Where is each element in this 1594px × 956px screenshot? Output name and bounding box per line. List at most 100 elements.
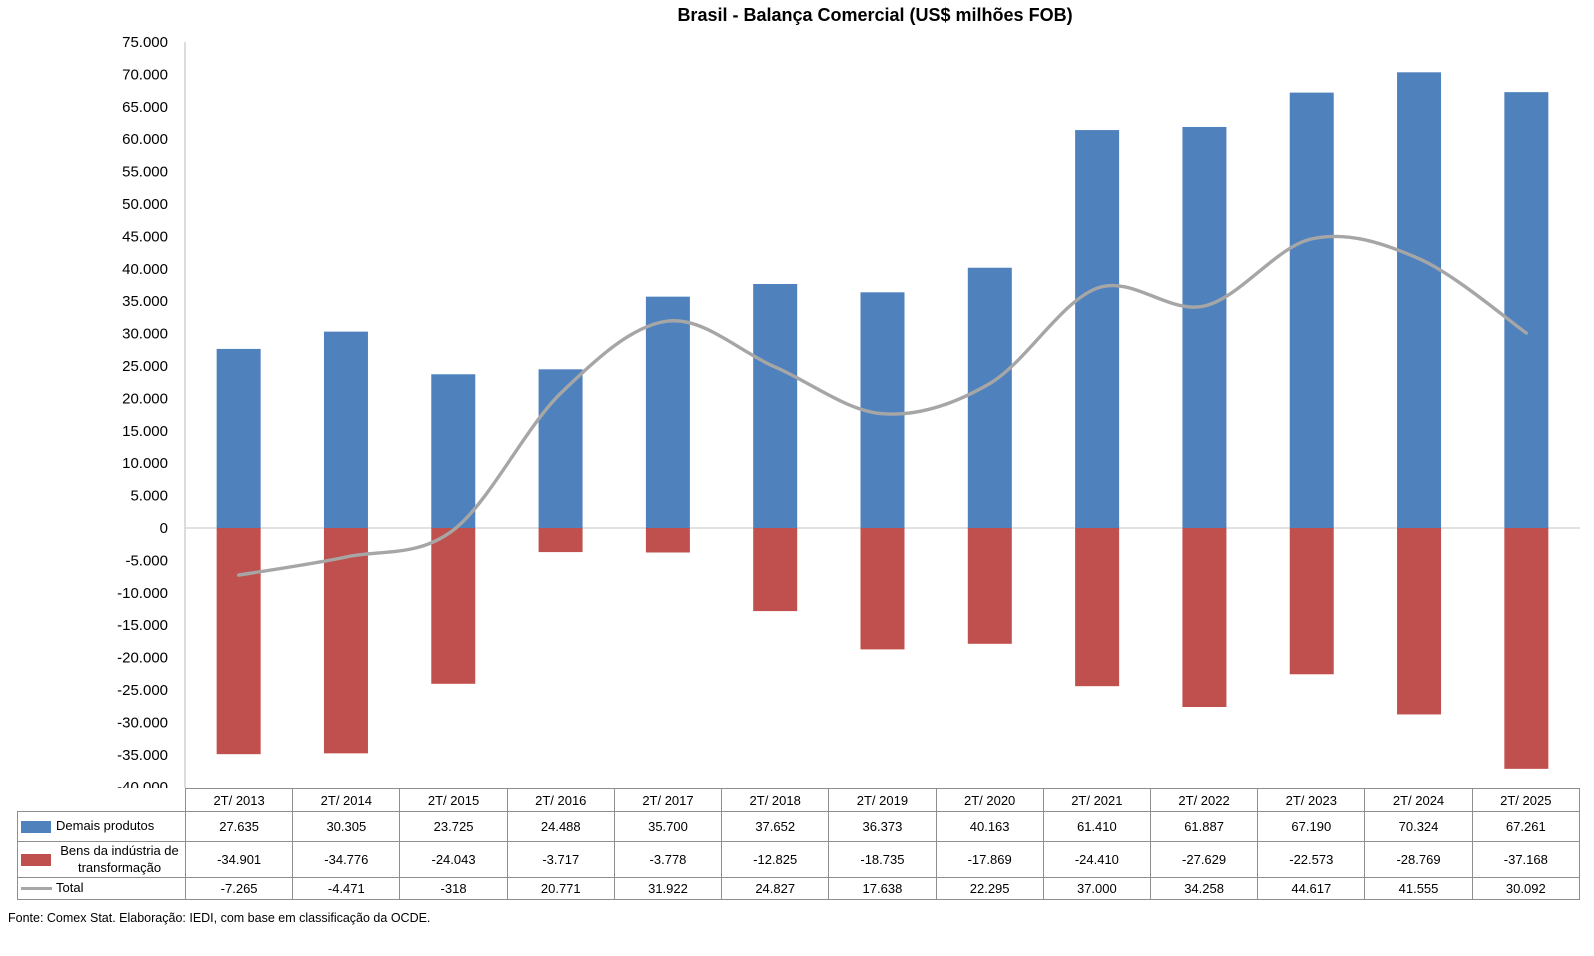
bar-bens-industria-transformacao [860, 528, 905, 650]
y-axis-label: 30.000 [122, 326, 168, 343]
bar-bens-industria-transformacao [323, 528, 368, 754]
table-cell: -24.043 [399, 841, 508, 878]
table-cell: 35.700 [613, 811, 723, 842]
y-axis-label: 5.000 [130, 488, 168, 505]
legend-swatch-line [21, 887, 52, 890]
chart-data-table: 2T/ 2013 2T/ 2014 2T/ 2015 2T/ 2016 2T/ 2017… [17, 788, 1581, 900]
bar-demais-produtos [1182, 126, 1227, 529]
bar-bens-industria-transformacao [431, 528, 476, 684]
chart-title: Brasil - Balança Comercial (US$ milhões … [677, 5, 1073, 25]
table-cell: -4.471 [292, 877, 401, 900]
y-axis-label: 55.000 [122, 164, 168, 181]
y-axis-label: -35.000 [117, 747, 168, 764]
legend-swatch-bar [21, 853, 51, 866]
bar-demais-produtos [216, 348, 261, 528]
legend-row-bens-industria: Bens da indústria de transformação [17, 841, 186, 878]
y-axis-label: 50.000 [122, 196, 168, 213]
y-axis-label: 70.000 [122, 66, 168, 83]
bar-demais-produtos [1397, 72, 1442, 529]
table-header-cell: 2T/ 2016 [506, 788, 615, 812]
table-row: Total -7.265 -4.471 -318 20.771 31.922 24.827 1… [17, 877, 1581, 900]
table-header-cell: 2T/ 2014 [292, 788, 401, 812]
bar-demais-produtos [753, 284, 798, 528]
y-axis-label: -30.000 [117, 714, 168, 731]
bar-demais-produtos [1289, 92, 1334, 529]
table-cell: 61.887 [1149, 811, 1259, 842]
legend-entry: Bens da indústria de transformação [20, 843, 183, 876]
table-header-cell: 2T/ 2021 [1042, 788, 1151, 812]
table-cell: -22.573 [1257, 841, 1366, 878]
table-cell: 24.827 [721, 877, 830, 900]
table-header-cell: 2T/ 2024 [1364, 788, 1473, 812]
bar-bens-industria-transformacao [1182, 528, 1227, 708]
table-cell: 37.652 [721, 811, 830, 842]
bar-bens-industria-transformacao [1289, 528, 1334, 675]
table-header-cell: 2T/ 2017 [613, 788, 723, 812]
table-cell: -37.168 [1471, 841, 1581, 878]
table-header-cell: 2T/ 2013 [184, 788, 294, 812]
table-cell: 37.000 [1042, 877, 1151, 900]
table-cell: -18.735 [828, 841, 937, 878]
y-axis-label: -40.000 [117, 779, 168, 788]
bar-bens-industria-transformacao [1075, 528, 1120, 687]
table-row: 2T/ 2013 2T/ 2014 2T/ 2015 2T/ 2016 2T/ 2017… [18, 788, 1581, 812]
table-cell: -34.901 [184, 841, 294, 878]
total-line [237, 234, 1528, 577]
y-axis-label: -20.000 [117, 650, 168, 667]
table-cell: -24.410 [1042, 841, 1151, 878]
table-cell: 31.922 [613, 877, 723, 900]
table-row: Demais produtos 27.635 30.305 23.725 24.488 3… [17, 811, 1581, 842]
legend-label: Bens da indústria de transformação [60, 842, 179, 875]
bar-bens-industria-transformacao [753, 528, 798, 612]
legend-entry: Demais produtos [20, 818, 183, 835]
y-axis-label: -10.000 [117, 585, 168, 602]
bar-bens-industria-transformacao [645, 528, 690, 553]
bar-bens-industria-transformacao [216, 528, 261, 755]
table-cell: -17.869 [935, 841, 1044, 878]
legend-label: Total [56, 880, 84, 896]
table-cell: 40.163 [935, 811, 1044, 842]
y-axis-label: 20.000 [122, 390, 168, 407]
bar-bens-industria-transformacao [538, 528, 583, 553]
bar-demais-produtos [1504, 92, 1549, 529]
y-axis-label: 0 [160, 520, 168, 537]
y-axis-label: 10.000 [122, 455, 168, 472]
table-header-cell: 2T/ 2020 [935, 788, 1044, 812]
y-axis-label: 40.000 [122, 261, 168, 278]
bar-bens-industria-transformacao [1397, 528, 1442, 715]
bar-demais-produtos [1075, 130, 1120, 528]
y-axis-label: -5.000 [125, 552, 168, 569]
table-cell: -3.717 [506, 841, 615, 878]
table-cell: -28.769 [1364, 841, 1473, 878]
table-cell: 70.324 [1364, 811, 1473, 842]
y-axis-label: -25.000 [117, 682, 168, 699]
table-corner-blank [18, 789, 186, 812]
y-axis-label: 25.000 [122, 358, 168, 375]
legend-row-demais-produtos: Demais produtos [17, 811, 186, 842]
table-header-cell: 2T/ 2023 [1257, 788, 1366, 812]
table-header-cell: 2T/ 2022 [1149, 788, 1259, 812]
table-cell: -27.629 [1149, 841, 1259, 878]
table-cell: -7.265 [184, 877, 294, 900]
bar-demais-produtos [431, 374, 476, 528]
legend-entry: Total [20, 880, 183, 897]
table-cell: -34.776 [292, 841, 401, 878]
table-cell: 17.638 [828, 877, 937, 900]
table-cell: 27.635 [184, 811, 294, 842]
table-cell: 36.373 [828, 811, 937, 842]
y-axis-label: -15.000 [117, 617, 168, 634]
combo-chart-plot: 75.000 70.000 65.000 60.000 55.000 50.000 45.0… [117, 34, 1580, 788]
table-cell: 30.305 [292, 811, 401, 842]
table-cell: 30.092 [1471, 877, 1581, 900]
table-cell: 67.261 [1471, 811, 1581, 842]
y-axis-label: 75.000 [122, 34, 168, 51]
legend-label: Demais produtos [56, 818, 155, 834]
table-row: Bens da indústria de transformação -34.90… [17, 841, 1581, 878]
table-cell: -318 [399, 877, 508, 900]
bar-bens-industria-transformacao [1504, 528, 1549, 769]
y-axis-label: 45.000 [122, 228, 168, 245]
table-cell: 41.555 [1364, 877, 1473, 900]
legend-swatch-bar [21, 820, 51, 833]
y-axis-label: 35.000 [122, 293, 168, 310]
